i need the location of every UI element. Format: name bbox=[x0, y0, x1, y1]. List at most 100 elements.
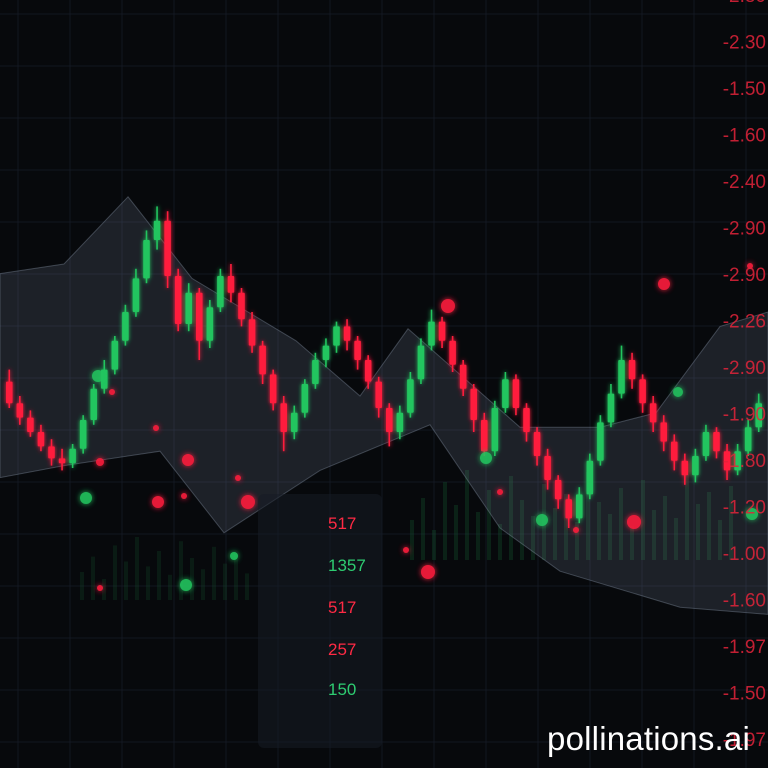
background-bar bbox=[245, 573, 249, 600]
background-bar bbox=[113, 545, 117, 600]
background-bar bbox=[168, 574, 172, 600]
candle-down bbox=[533, 432, 541, 456]
background-bar bbox=[729, 486, 733, 560]
glow-dot bbox=[573, 527, 579, 533]
background-bar bbox=[509, 476, 513, 560]
background-bar bbox=[520, 500, 524, 560]
candle-up bbox=[291, 412, 298, 432]
stats-row: 150 bbox=[272, 676, 376, 706]
background-bar bbox=[135, 537, 139, 600]
candle-up bbox=[755, 403, 762, 428]
glow-dots bbox=[80, 263, 758, 591]
glow-dot bbox=[441, 299, 455, 313]
background-bar bbox=[718, 520, 722, 560]
candle-up bbox=[734, 451, 741, 471]
candle-down bbox=[671, 441, 678, 461]
candle-down bbox=[16, 403, 24, 418]
candle-up bbox=[206, 307, 214, 341]
candle-down bbox=[248, 319, 256, 346]
candle-down bbox=[544, 456, 551, 480]
candle-up bbox=[597, 422, 604, 461]
background-bar bbox=[432, 530, 436, 560]
candle-down bbox=[713, 432, 720, 452]
candle-down bbox=[238, 292, 245, 320]
y-axis-tick-label: -1.90 bbox=[723, 405, 766, 426]
candle-down bbox=[164, 220, 171, 276]
y-axis-tick-label: -1.50 bbox=[723, 79, 766, 100]
candle-up bbox=[185, 292, 192, 324]
background-bar bbox=[223, 563, 227, 600]
background-bar bbox=[190, 558, 194, 600]
candle-down bbox=[649, 403, 657, 423]
watermark: pollinations.ai bbox=[547, 720, 750, 757]
background-bar bbox=[157, 551, 161, 600]
candle-up bbox=[702, 432, 710, 456]
candles bbox=[6, 206, 762, 528]
candle-down bbox=[196, 292, 203, 341]
candle-down bbox=[343, 326, 351, 341]
background-bar bbox=[487, 490, 491, 560]
glow-dot bbox=[497, 489, 503, 495]
candle-down bbox=[375, 381, 382, 408]
stats-row-value: 517 bbox=[328, 598, 357, 617]
background-bar bbox=[707, 492, 711, 560]
stats-row: 1357 bbox=[272, 552, 376, 582]
background-bar bbox=[179, 541, 183, 600]
background-bar bbox=[421, 498, 425, 560]
background-bar bbox=[454, 505, 458, 560]
y-axis-tick-label: -1.20 bbox=[723, 498, 766, 519]
candle-down bbox=[58, 458, 66, 464]
background-volume-bars bbox=[80, 470, 733, 600]
background-bar bbox=[465, 470, 469, 560]
candle-up bbox=[312, 360, 319, 384]
stats-row-value: 257 bbox=[328, 640, 357, 659]
candle-up bbox=[69, 448, 76, 464]
glow-dot bbox=[109, 389, 115, 395]
y-axis-tick-label: -1.60 bbox=[723, 126, 766, 147]
stats-panel: 517 1357 517 257 150 bbox=[258, 494, 382, 748]
stats-row-value: 150 bbox=[328, 680, 357, 699]
candle-up bbox=[90, 388, 97, 420]
candle-up bbox=[111, 340, 119, 370]
glow-dot bbox=[627, 515, 641, 529]
candle-up bbox=[301, 384, 309, 413]
stats-row: 257 bbox=[272, 636, 376, 666]
y-axis-tick-label: -2.40 bbox=[723, 172, 766, 193]
candle-down bbox=[354, 340, 361, 360]
candle-up bbox=[407, 379, 414, 413]
glow-dot bbox=[746, 508, 758, 520]
background-bar bbox=[80, 572, 84, 600]
glow-dot bbox=[180, 579, 192, 591]
candle-down bbox=[438, 321, 446, 341]
candle-down bbox=[269, 374, 277, 404]
y-axis-tick-label: -1.80 bbox=[723, 451, 766, 472]
candle-up bbox=[396, 412, 404, 432]
y-axis-tick-label: -2.26 bbox=[723, 312, 766, 333]
background-bar bbox=[212, 546, 216, 600]
candle-up bbox=[143, 240, 150, 279]
candle-down bbox=[48, 446, 55, 459]
background-bar bbox=[564, 494, 568, 560]
y-axis-tick-label: -1.60 bbox=[723, 591, 766, 612]
y-axis-tick-label: -1.50 bbox=[723, 684, 766, 705]
candle-down bbox=[470, 388, 477, 420]
background-bar bbox=[608, 514, 612, 560]
background-bar bbox=[234, 553, 238, 600]
candle-down bbox=[459, 364, 467, 389]
glow-dot bbox=[403, 547, 409, 553]
glow-dot bbox=[182, 454, 194, 466]
stats-row: 517 bbox=[272, 510, 376, 540]
glow-dot bbox=[747, 263, 753, 269]
background-bar bbox=[498, 524, 502, 560]
candle-down bbox=[364, 360, 372, 382]
background-bar bbox=[597, 502, 601, 560]
y-axis-tick-label: -2.80 bbox=[723, 0, 766, 7]
glow-dot bbox=[230, 552, 238, 560]
stats-row: 517 bbox=[272, 594, 376, 624]
candle-up bbox=[322, 345, 330, 360]
glow-dot bbox=[96, 458, 104, 466]
y-axis-tick-label: -1.97 bbox=[723, 730, 766, 751]
background-bar bbox=[674, 518, 678, 560]
